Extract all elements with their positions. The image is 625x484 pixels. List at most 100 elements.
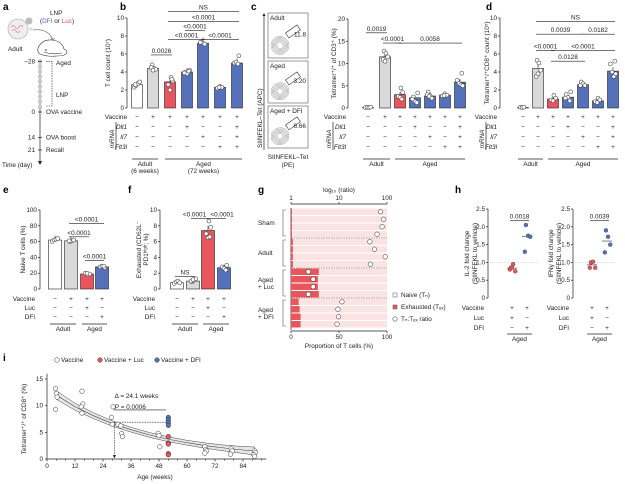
naive-bar <box>291 291 387 298</box>
row-label: Flt3l <box>334 144 347 151</box>
data-point <box>441 93 447 98</box>
bar <box>197 42 209 109</box>
data-point <box>522 249 527 254</box>
row-mark: − <box>366 114 370 121</box>
flow-contour <box>274 130 286 142</box>
bar <box>577 84 589 109</box>
flow-gate <box>285 24 301 39</box>
mouse-icon <box>37 39 68 57</box>
row-mark: − <box>168 124 172 131</box>
row-mark: − <box>521 144 525 151</box>
ratio-point <box>382 254 388 260</box>
y-axis-label: (SIINFEKL to vehicle) <box>472 223 479 284</box>
flow-contour <box>275 132 285 141</box>
y-tick-label: 2.5 <box>476 206 485 213</box>
data-point <box>400 90 405 95</box>
ratio-point <box>374 231 380 237</box>
flow-contour <box>276 41 284 50</box>
row-mark: + <box>168 114 172 121</box>
confidence-band <box>56 390 255 456</box>
row-mark: + <box>510 305 514 312</box>
row-mark: − <box>218 134 222 141</box>
legend-symbol <box>97 357 103 363</box>
p-value-label: 0.0182 <box>588 27 608 34</box>
bar <box>214 87 226 109</box>
row-mark: − <box>551 134 555 141</box>
flow-x-label: SIINFEKL–Tet <box>268 154 309 161</box>
data-point <box>109 421 115 427</box>
flow-gate-percentage: 11.8 <box>294 31 306 38</box>
y-tick-label: 5 <box>341 83 345 90</box>
row-label: Il7 <box>339 134 346 141</box>
naive-bar <box>291 231 387 238</box>
y-tick-label: 100 <box>26 207 37 214</box>
flow-contour <box>276 133 284 140</box>
p-value-annotation: P = 0.0006 <box>115 404 147 411</box>
mrna-label: mRNA <box>479 130 486 149</box>
x-tick-label: 36 <box>127 463 135 470</box>
data-point <box>612 58 618 64</box>
timeline-tick-label: −28 <box>24 58 35 65</box>
data-point <box>79 410 85 416</box>
row-mark: + <box>458 114 462 121</box>
y-tick-label: 10 <box>490 15 498 22</box>
y-tick-label: 6 <box>120 51 124 58</box>
flow-contour <box>273 38 287 53</box>
exhausted-bar <box>291 231 292 238</box>
data-point <box>208 225 213 230</box>
group-label: + Luc <box>258 284 275 291</box>
legend-label: Vaccine <box>61 357 84 364</box>
flow-x-label: (PE) <box>282 162 295 169</box>
lnp-dose-dot <box>37 69 43 74</box>
lnp-dot-icon <box>29 27 33 31</box>
data-point <box>587 265 592 270</box>
row-mark: − <box>521 134 525 141</box>
row-mark: − <box>151 134 155 141</box>
data-point <box>535 71 541 77</box>
exhausted-bar <box>291 208 292 215</box>
row-label: Luc <box>145 305 156 312</box>
flow-contour <box>274 85 286 97</box>
flow-contour <box>273 129 287 143</box>
data-point <box>216 85 222 90</box>
lnp-particle-icon <box>7 18 29 40</box>
p-value-label: <0.0001 <box>381 36 405 43</box>
row-mark: + <box>458 144 462 151</box>
data-point <box>223 267 229 273</box>
flow-plot-title: Aged + DFI <box>270 108 303 115</box>
row-label: Luc <box>474 315 485 322</box>
data-point <box>398 85 404 91</box>
data-point <box>590 259 596 264</box>
row-label: Flt3l <box>485 144 498 151</box>
arrow-down-icon <box>112 455 116 459</box>
naive-bar <box>291 208 387 215</box>
lnp-dose-dot <box>37 84 43 89</box>
row-mark: − <box>566 134 570 141</box>
flow-contour <box>275 40 285 51</box>
row-mark: − <box>366 134 370 141</box>
data-point <box>613 71 618 77</box>
x-tick-label: 84 <box>239 463 247 470</box>
row-mark: + <box>413 114 417 121</box>
row-mark: − <box>596 124 600 131</box>
bar <box>95 266 109 290</box>
naive-bar <box>291 216 387 223</box>
row-mark: − <box>168 134 172 141</box>
data-point <box>597 97 603 103</box>
row-mark: + <box>413 124 417 131</box>
y-tick-label: 6 <box>493 51 497 58</box>
flow-gate <box>285 71 301 86</box>
timeline-tick-label: 0 <box>31 109 35 116</box>
arrow-up-icon <box>262 13 266 16</box>
row-mark: + <box>201 114 205 121</box>
exhausted-bar <box>291 283 318 290</box>
timeline-tick-label: 21 <box>28 147 36 154</box>
mrna-label: mRNA <box>326 130 333 149</box>
y-tick-label: 10 <box>338 61 346 68</box>
flow-plot-title: Adult <box>270 15 285 22</box>
x-tick-label: 48 <box>155 463 163 470</box>
data-point <box>236 53 242 59</box>
row-mark: − <box>536 144 540 151</box>
